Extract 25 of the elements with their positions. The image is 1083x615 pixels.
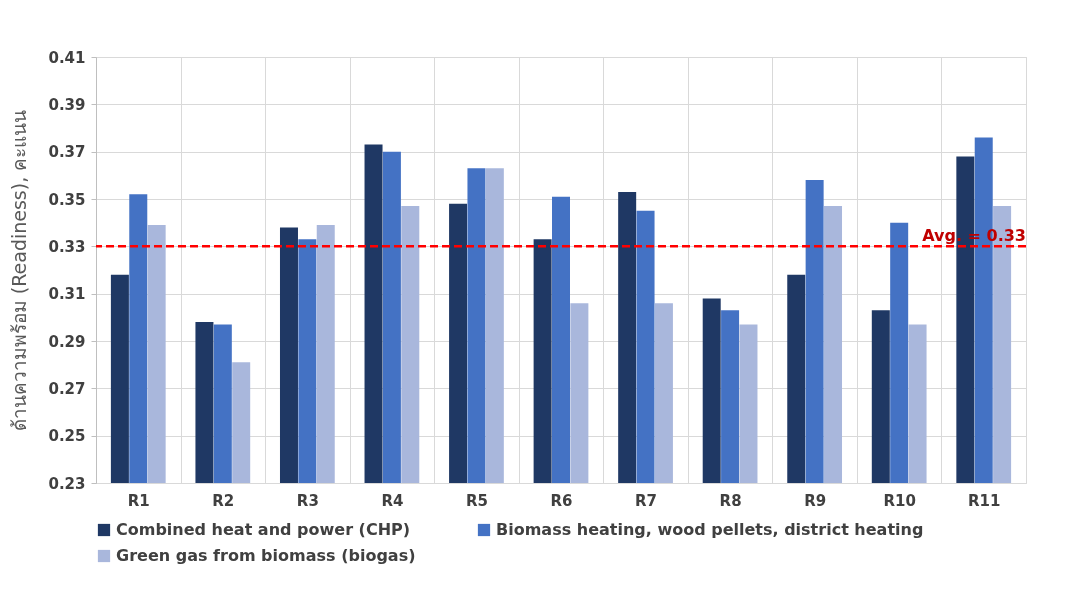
x-tick-label: R6 [550, 491, 573, 510]
y-tick-label: 0.25 [48, 427, 86, 446]
x-tick-label: R11 [968, 491, 1001, 510]
legend-label: Combined heat and power (CHP) [116, 520, 411, 539]
legend-label: Green gas from biomass (biogas) [116, 546, 416, 565]
y-tick-label: 0.37 [48, 143, 86, 162]
y-tick-label: 0.27 [48, 379, 86, 398]
x-tick-label: R4 [381, 491, 404, 510]
y-tick-label: 0.33 [48, 237, 86, 256]
x-tick-label: R9 [804, 491, 827, 510]
x-tick-label: R1 [127, 491, 150, 510]
y-tick-label: 0.41 [48, 48, 86, 67]
x-tick-label: R10 [883, 491, 916, 510]
legend-label: Biomass heating, wood pellets, district heating [496, 520, 924, 539]
x-tick-label: R8 [719, 491, 742, 510]
x-tick-label: R3 [296, 491, 319, 510]
y-axis-title: ด้านความพร้อม (Readiness), คะแนน [8, 109, 31, 432]
y-tick-label: 0.39 [48, 95, 86, 114]
y-tick-label: 0.31 [48, 285, 86, 304]
x-tick-label: R2 [212, 491, 235, 510]
x-tick-label: R5 [465, 491, 488, 510]
y-tick-label: 0.35 [48, 190, 86, 209]
y-tick-label: 0.23 [48, 474, 86, 493]
y-tick-label: 0.29 [48, 332, 86, 351]
x-tick-label: R7 [635, 491, 658, 510]
